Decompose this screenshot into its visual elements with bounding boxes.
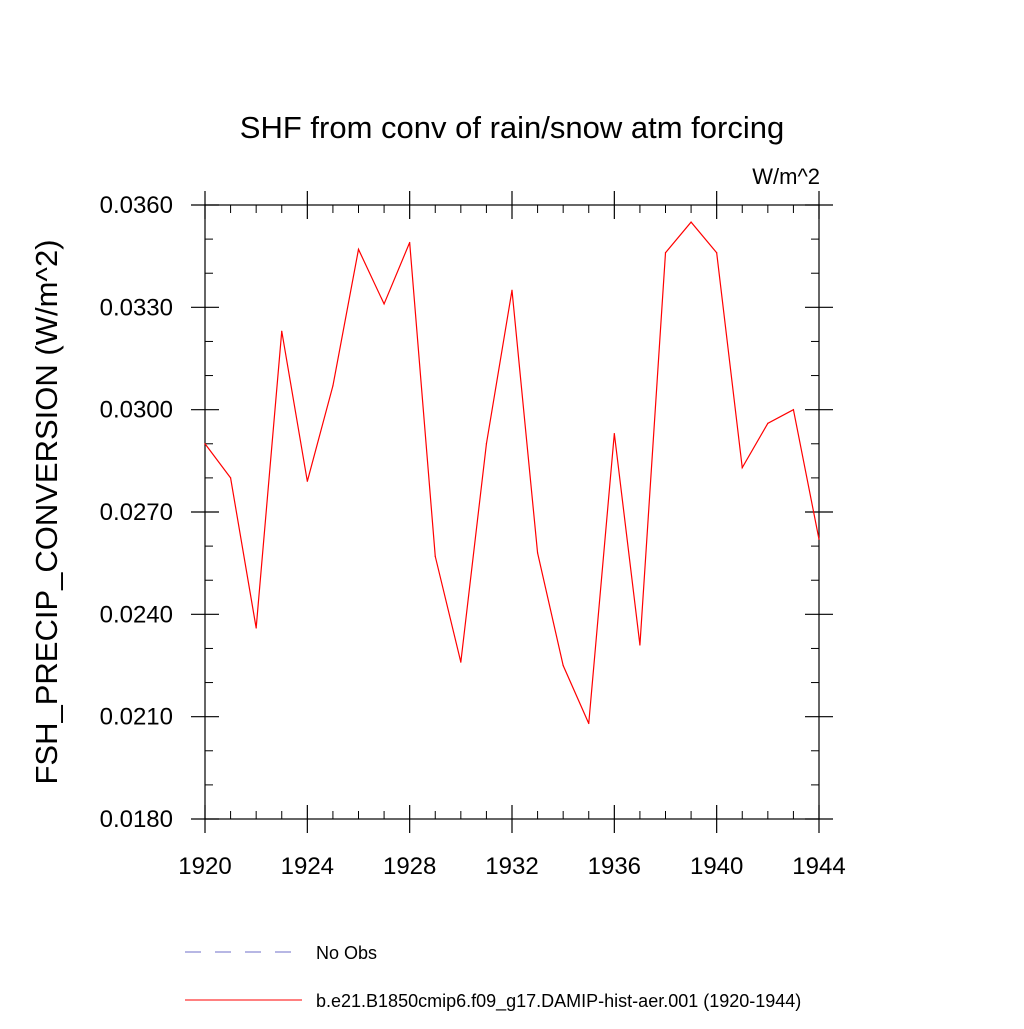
y-tick-label: 0.0330	[100, 294, 173, 321]
data-point	[639, 644, 641, 646]
y-axis-label: FSH_PRECIP_CONVERSION (W/m^2)	[29, 239, 64, 784]
data-point	[460, 661, 462, 663]
x-tick-label: 1932	[485, 853, 538, 880]
data-point	[716, 252, 718, 254]
data-point	[281, 330, 283, 332]
minor-ticks	[205, 205, 819, 819]
data-point	[562, 664, 564, 667]
data-point	[690, 221, 692, 223]
tick-labels: 0.0180 0.0210 0.0240 0.0270 0.0300 0.0330 0.03…	[100, 192, 846, 880]
y-tick-label: 0.0270	[100, 499, 173, 526]
units-label: W/m^2	[752, 164, 820, 189]
y-tick-label: 0.0300	[100, 397, 173, 424]
data-point	[306, 480, 308, 482]
data-point	[511, 289, 513, 291]
y-tick-label: 0.0240	[100, 601, 173, 628]
legend-label: No Obs	[316, 943, 377, 963]
data-point	[409, 241, 411, 244]
plot-frame	[204, 204, 820, 820]
y-tick-label: 0.0180	[100, 806, 173, 833]
data-point	[229, 477, 232, 479]
x-tick-label: 1924	[281, 853, 334, 880]
x-tick-label: 1920	[178, 853, 231, 880]
data-point	[332, 385, 334, 387]
series-line	[204, 221, 820, 724]
data-point	[613, 432, 615, 435]
data-point	[434, 555, 436, 557]
x-tick-label: 1944	[792, 853, 845, 880]
y-tick-label: 0.0360	[100, 192, 173, 219]
data-point	[588, 722, 590, 725]
data-point	[485, 443, 488, 445]
data-point	[255, 627, 257, 629]
y-tick-label: 0.0210	[100, 704, 173, 731]
data-point	[204, 443, 206, 445]
data-point	[818, 538, 820, 540]
major-ticks	[191, 191, 833, 833]
legend: No Obs b.e21.B1850cmip6.f09_g17.DAMIP-his…	[185, 943, 801, 1012]
series-layer	[204, 221, 820, 725]
data-point	[767, 422, 769, 424]
data-point	[792, 409, 795, 411]
data-point	[536, 552, 539, 554]
x-tick-label: 1936	[588, 853, 641, 880]
data-point	[741, 467, 743, 469]
chart-title: SHF from conv of rain/snow atm forcing	[240, 110, 784, 145]
x-tick-label: 1940	[690, 853, 743, 880]
legend-label: b.e21.B1850cmip6.f09_g17.DAMIP-hist-aer.…	[316, 991, 801, 1012]
x-tick-label: 1928	[383, 853, 436, 880]
data-point	[664, 252, 667, 254]
data-point	[357, 248, 360, 250]
data-point	[383, 303, 385, 305]
